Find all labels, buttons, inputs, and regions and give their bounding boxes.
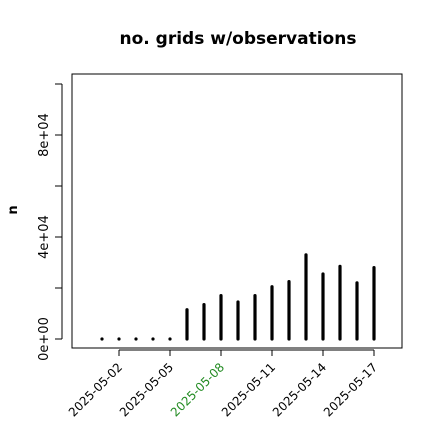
chart-title: no. grids w/observations [120, 29, 357, 49]
bars [100, 253, 376, 341]
x-tick-label: 2025-05-02 [66, 360, 125, 419]
x-tick-label: 2025-05-17 [321, 360, 380, 419]
y-axis-label: n [6, 205, 21, 214]
y-tick-label: 8e+04 [37, 113, 52, 157]
y-axis: 0e+00 4e+04 8e+04 [37, 83, 63, 361]
bar-2025-05-02 [117, 337, 121, 341]
y-tick-label: 4e+04 [37, 215, 52, 259]
x-tick-label: 2025-05-08 [168, 360, 227, 419]
y-tick-label: 0e+00 [37, 317, 52, 361]
bar-2025-05-04 [151, 337, 155, 341]
bar-2025-05-03 [134, 337, 138, 341]
x-tick-label: 2025-05-11 [219, 360, 278, 419]
bar-2025-05-05 [168, 337, 172, 341]
bar-2025-05-01 [100, 337, 104, 341]
x-axis: 2025-05-022025-05-052025-05-082025-05-11… [66, 349, 380, 419]
plot-frame [71, 73, 403, 349]
x-tick-label: 2025-05-14 [270, 360, 329, 419]
x-tick-label: 2025-05-05 [117, 360, 176, 419]
